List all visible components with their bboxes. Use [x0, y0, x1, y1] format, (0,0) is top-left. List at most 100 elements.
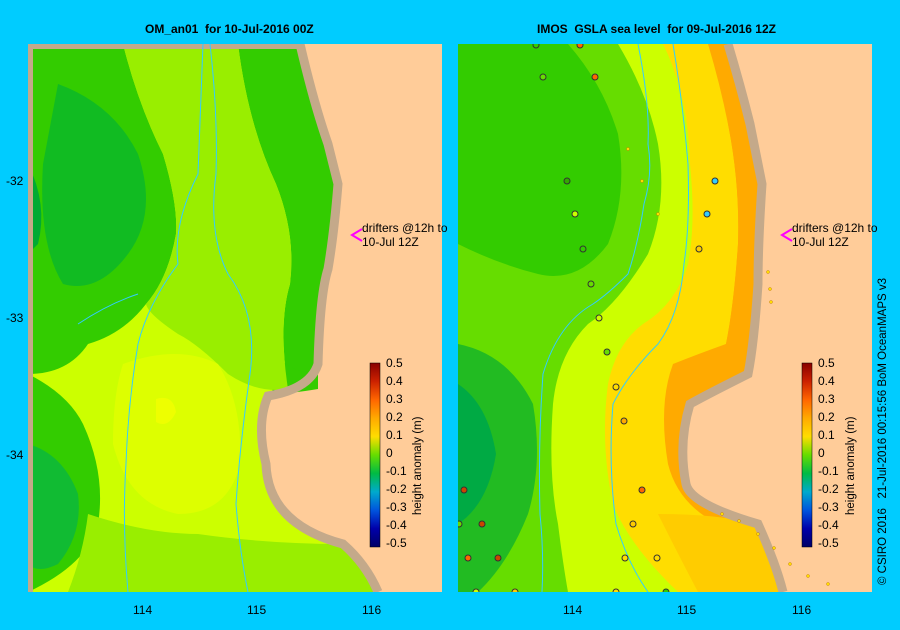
drifter-marker — [539, 73, 547, 81]
drifter-trail-dot — [772, 546, 776, 550]
anomaly-yellow — [658, 514, 783, 592]
drifters-annotation-line2: 10-Jul 12Z — [362, 235, 419, 249]
drifter-marker — [571, 210, 579, 218]
drifter-marker — [653, 554, 661, 562]
coastline — [678, 44, 788, 592]
colorbar-tick-label: 0.3 — [818, 392, 835, 406]
left-colorbar — [369, 362, 381, 548]
drifter-marker — [532, 44, 540, 49]
colorbar-tick-label: 0.1 — [386, 428, 403, 442]
bathymetry-contour — [538, 44, 651, 592]
drifter-marker — [612, 588, 620, 592]
colorbar-tick-label: 0.5 — [386, 356, 403, 370]
colorbar-tick-label: 0.5 — [818, 356, 835, 370]
drifter-marker — [629, 520, 637, 528]
drifters-annotation-line1: drifters @12h to — [362, 221, 448, 235]
credit-text: © CSIRO 2016 21-Jul-2016 00:15:56 BoM Oc… — [877, 278, 889, 585]
colorbar-tick-label: -0.3 — [386, 500, 407, 514]
colorbar-tick-label: -0.5 — [386, 536, 407, 550]
coastline — [256, 44, 383, 592]
drifter-marker — [591, 73, 599, 81]
drifter-marker — [603, 348, 611, 356]
anomaly-darker-green — [458, 384, 496, 524]
anomaly-dark-green — [458, 44, 622, 276]
right-colorbar — [801, 362, 813, 548]
x-tick-label: 116 — [792, 603, 812, 617]
colorbar-tick-label: -0.3 — [818, 500, 839, 514]
anomaly-yellow — [113, 354, 241, 514]
drifter-trail-dot — [626, 147, 630, 151]
drifter-trail-dot — [756, 532, 760, 536]
drifters-annotation-line2: 10-Jul 12Z — [792, 235, 849, 249]
drifter-trails — [626, 147, 830, 586]
anomaly-green — [238, 44, 338, 389]
x-tick-label: 115 — [677, 603, 697, 617]
x-tick-label: 114 — [563, 603, 583, 617]
drifter-trail-dot — [788, 562, 792, 566]
drifter-trail-dot — [766, 270, 770, 274]
drifter-marker — [478, 520, 486, 528]
drifter-marker — [695, 245, 703, 253]
drifter-arrow-icon — [350, 228, 363, 242]
drifter-marker — [472, 588, 480, 592]
colorbar-scale — [801, 362, 813, 548]
drifter-marker — [612, 383, 620, 391]
drifters-annotation-line1: drifters @12h to — [792, 221, 878, 235]
bathymetry-contour — [123, 44, 204, 592]
colorbar-tick-label: 0 — [818, 446, 825, 460]
anomaly-dark-green — [28, 444, 79, 569]
drifter-marker — [638, 486, 646, 494]
drifter-marker — [576, 44, 584, 49]
anomaly-yellow-core — [156, 397, 176, 425]
drifter-marker — [494, 554, 502, 562]
anomaly-light-green — [123, 44, 292, 390]
colorbar-tick-label: -0.1 — [818, 464, 839, 478]
drifter-trail-dot — [720, 512, 724, 516]
drifter-marker — [563, 177, 571, 185]
x-tick-label: 115 — [247, 603, 267, 617]
drifter-marker — [587, 280, 595, 288]
colorbar-tick-label: 0.2 — [818, 410, 835, 424]
x-tick-label: 116 — [362, 603, 382, 617]
colorbar-tick-label: 0.1 — [818, 428, 835, 442]
y-tick-label: -34 — [6, 448, 24, 462]
colorbar-label: height anomaly (m) — [845, 416, 857, 515]
drifter-trail-dot — [826, 582, 830, 586]
drifter-marker — [464, 554, 472, 562]
bathymetry-contour — [209, 44, 253, 592]
drifter-marker — [703, 210, 711, 218]
drifter-trail-dot — [769, 300, 773, 304]
boundary-strip — [28, 44, 300, 49]
colorbar-tick-label: -0.1 — [386, 464, 407, 478]
drifter-marker — [458, 520, 463, 528]
colorbar-tick-label: 0 — [386, 446, 393, 460]
colorbar-tick-label: -0.5 — [818, 536, 839, 550]
bathymetry-contour — [610, 44, 689, 592]
drifter-markers — [458, 44, 719, 592]
drifter-trail-dot — [806, 574, 810, 578]
drifter-marker — [511, 588, 519, 592]
drifter-marker — [621, 554, 629, 562]
drifter-trail-dot — [656, 212, 660, 216]
colorbar-tick-label: -0.4 — [818, 518, 839, 532]
drifter-marker — [579, 245, 587, 253]
drifter-trail-dot — [768, 287, 772, 291]
drifter-marker — [662, 588, 670, 592]
y-tick-label: -32 — [6, 174, 24, 188]
drifter-arrow-icon — [780, 228, 793, 242]
colorbar-tick-label: 0.4 — [386, 374, 403, 388]
anomaly-dark-green — [42, 84, 146, 286]
left-panel-title: OM_an01 for 10-Jul-2016 00Z — [145, 22, 314, 36]
drifter-marker — [711, 177, 719, 185]
colorbar-tick-label: -0.2 — [818, 482, 839, 496]
colorbar-scale — [369, 362, 381, 548]
colorbar-tick-label: 0.2 — [386, 410, 403, 424]
x-tick-label: 114 — [133, 603, 153, 617]
boundary-strip — [28, 44, 33, 592]
drifter-marker — [460, 486, 468, 494]
drifter-trail-dot — [640, 179, 644, 183]
drifter-trail-dot — [737, 519, 741, 523]
colorbar-tick-label: 0.3 — [386, 392, 403, 406]
colorbar-label: height anomaly (m) — [412, 416, 424, 515]
